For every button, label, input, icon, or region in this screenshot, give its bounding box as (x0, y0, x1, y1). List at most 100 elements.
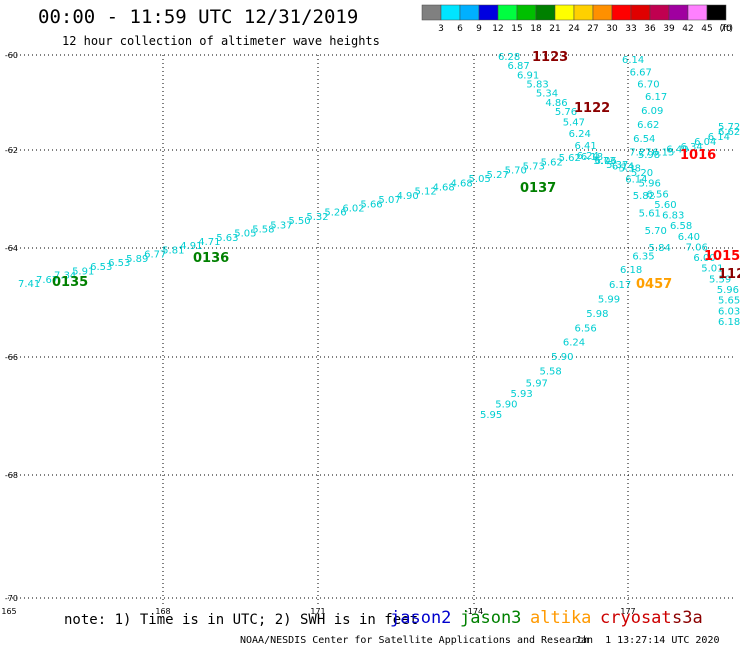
colorbar-tick-label: 30 (606, 24, 618, 34)
colorbar-swatch (535, 4, 556, 21)
wave-height-value: 6.83 (662, 211, 684, 222)
wave-height-value: 6.49 (666, 145, 688, 156)
wave-height-value: 6.24 (563, 338, 585, 349)
axis-labels: -60 -62 -64 -66 -68 -70 165 168 171 -174 177 (1, 51, 635, 616)
wave-height-value: 5.05 (469, 174, 491, 185)
wave-height-value: 5.50 (288, 216, 310, 227)
wave-height-value: 6.56 (575, 323, 597, 334)
wave-height-value: 5.60 (654, 200, 676, 211)
wave-height-value: 6.15 (652, 147, 674, 158)
colorbar-swatch (706, 4, 727, 21)
colorbar-swatch (611, 4, 632, 21)
wave-height-value: 6.14 (612, 162, 634, 173)
map-grid (8, 54, 733, 605)
wave-height-value: 5.20 (631, 168, 653, 179)
wave-height-value: 5.61 (639, 209, 661, 220)
wave-height-value: 5.58 (252, 224, 274, 235)
colorbar-tick-label: 3 (438, 24, 444, 34)
wave-height-value: 6.14 (625, 174, 647, 185)
wave-height-value: 6.04 (694, 137, 716, 148)
colorbar-swatch (630, 4, 651, 21)
colorbar-tick-label: 9 (476, 24, 482, 34)
wave-height-value: 6.18 (620, 265, 642, 276)
wave-height-value: 5.65 (718, 296, 740, 307)
time-label: 0457 (636, 277, 672, 292)
wave-height-value: 5.72 (718, 122, 740, 133)
colorbar-tick-label: 12 (492, 24, 503, 34)
time-label: 1123 (532, 50, 568, 65)
colorbar-tick-label: 36 (644, 24, 656, 34)
colorbar-unit: (ft) (719, 24, 733, 34)
wave-height-value: 6.77 (144, 250, 166, 261)
wave-height-value: 6.91 (517, 70, 539, 81)
wave-height-value: 5.95 (480, 410, 502, 421)
wave-height-value: 5.91 (72, 266, 94, 277)
latitude-label: -60 (5, 51, 18, 60)
wave-height-value: 5.98 (586, 309, 608, 320)
generated-time: Jan 1 13:27:14 UTC 2020 (575, 635, 720, 646)
wave-height-value: 4.91 (180, 241, 202, 252)
wave-height-value: 6.09 (641, 106, 663, 117)
legend-jason3: jason3 (460, 608, 522, 628)
colorbar-swatch (592, 4, 613, 21)
wave-height-value: 5.76 (555, 107, 577, 118)
colorbar-tick-label: 21 (549, 24, 560, 34)
wave-height-value: 5.84 (649, 243, 671, 254)
wave-height-value: 6.17 (609, 280, 631, 291)
wave-height-value: 6.62 (718, 127, 740, 138)
wave-height-value: 5.97 (526, 378, 548, 389)
wave-height-value: 5.82 (633, 191, 655, 202)
wave-height-value: 6.14 (708, 132, 730, 143)
map-subtitle: 12 hour collection of altimeter wave hei… (62, 34, 380, 48)
wave-height-value: 6.54 (633, 134, 655, 145)
wave-height-value: 5.90 (495, 399, 517, 410)
wave-height-value: 5.26 (324, 208, 346, 219)
wave-height-value: 7.67 (36, 275, 58, 286)
colorbar-swatch (478, 4, 499, 21)
wave-height-value: 5.66 (360, 199, 382, 210)
wave-height-value: 6.14 (622, 55, 644, 66)
wave-height-value: 4.71 (198, 237, 220, 248)
wave-height-value: 5.62 (559, 153, 581, 164)
colorbar-swatch (516, 4, 537, 21)
wave-height-value: 5.96 (717, 285, 739, 296)
colorbar-tick-label: 39 (663, 24, 675, 34)
latitude-label: -66 (5, 353, 18, 362)
wave-height-value: 4.68 (432, 182, 454, 193)
wave-height-value: 6.00 (693, 253, 715, 264)
legend-altika: altika (530, 608, 592, 628)
wave-height-value: 6.17 (645, 92, 667, 103)
colorbar-swatch (573, 4, 594, 21)
longitude-label: 168 (155, 607, 170, 616)
wave-height-value: 5.70 (505, 166, 527, 177)
colorbar-swatch (649, 4, 670, 21)
wave-height-value: 5.73 (593, 156, 615, 167)
wave-height-value: 5.93 (510, 389, 532, 400)
wave-height-value: 5.96 (639, 179, 661, 190)
wave-height-value: 5.62 (541, 157, 563, 168)
wave-height-value: 5.73 (523, 162, 545, 173)
wave-height-value: 6.40 (678, 232, 700, 243)
colorbar-tick-label: 6 (457, 24, 463, 34)
wave-height-value: 5.27 (487, 170, 509, 181)
wave-height-value: 6.58 (670, 221, 692, 232)
altimeter-tracks: 7.417.677.345.916.536.535.896.775.814.91… (18, 52, 740, 421)
wave-height-value: 6.18 (581, 152, 603, 163)
wave-height-value: 5.47 (563, 117, 585, 128)
wave-height-value: 5.89 (126, 254, 148, 265)
colorbar-tick-label: 33 (625, 24, 636, 34)
wave-height-value: 5.07 (378, 195, 400, 206)
wave-height-value: 5.59 (709, 274, 731, 285)
wave-height-value: 6.02 (342, 203, 364, 214)
wave-height-value: 6.35 (632, 252, 654, 263)
wave-height-value: 6.87 (507, 61, 529, 72)
wave-height-value: 5.99 (598, 295, 620, 306)
time-label: 0137 (520, 181, 556, 196)
wave-height-value: 7.27 (629, 148, 651, 159)
time-label: 112 (718, 267, 740, 282)
wave-height-value: 5.63 (216, 233, 238, 244)
colorbar-legend: 3 6 9 12 15 18 21 24 27 30 33 36 39 42 45 70(ft) (421, 4, 733, 34)
longitude-label: 177 (620, 607, 635, 616)
wave-height-value: 6.53 (108, 258, 130, 269)
